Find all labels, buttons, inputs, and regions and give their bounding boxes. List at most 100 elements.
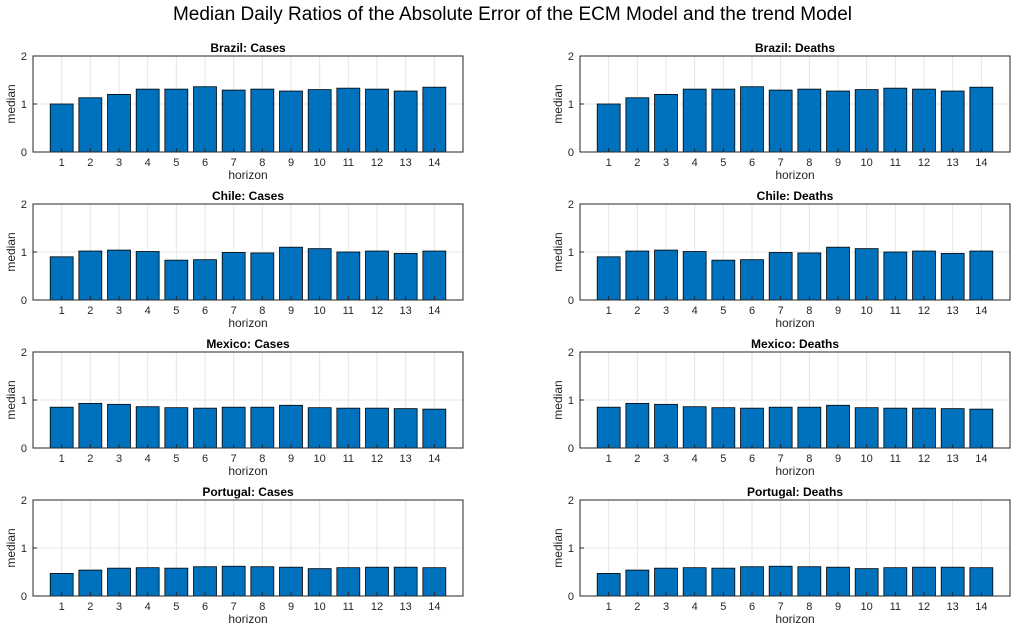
x-tick-label: 1: [606, 601, 612, 613]
bar: [682, 406, 707, 449]
bar: [625, 97, 650, 153]
bar: [797, 566, 822, 597]
bar: [768, 406, 793, 449]
x-tick-label: 2: [634, 601, 640, 613]
bar: [883, 87, 908, 153]
bar: [336, 251, 361, 301]
x-tick-label: 4: [692, 305, 698, 317]
bar: [78, 402, 103, 449]
x-axis-label: horizon: [775, 316, 814, 330]
bar: [193, 407, 217, 449]
y-axis-label: median: [4, 232, 18, 271]
y-axis-label: median: [551, 84, 565, 123]
x-tick-label: 12: [371, 601, 383, 613]
y-tick-label: 1: [568, 395, 574, 407]
bar: [135, 88, 160, 153]
bar: [336, 87, 361, 153]
bar: [940, 566, 965, 597]
x-tick-label: 14: [975, 305, 987, 317]
bar: [711, 88, 736, 153]
x-tick-label: 3: [663, 453, 669, 465]
x-tick-label: 11: [343, 601, 354, 613]
bar: [135, 406, 160, 449]
x-tick-label: 2: [87, 453, 93, 465]
x-tick-label: 3: [663, 601, 669, 613]
y-tick-label: 1: [21, 247, 27, 259]
x-tick-label: 11: [890, 305, 901, 317]
bar: [422, 567, 447, 597]
x-tick-label: 10: [314, 453, 326, 465]
x-tick-label: 14: [428, 305, 440, 317]
x-tick-label: 7: [778, 601, 784, 613]
x-tick-label: 13: [400, 305, 412, 317]
y-tick-label: 0: [568, 147, 574, 159]
x-tick-label: 7: [778, 305, 784, 317]
x-tick-label: 8: [259, 601, 265, 613]
x-tick-label: 12: [371, 305, 383, 317]
bar: [193, 86, 217, 153]
bar: [221, 406, 246, 449]
x-tick-label: 9: [835, 157, 841, 169]
x-tick-label: 6: [202, 601, 208, 613]
bar: [654, 403, 678, 449]
x-tick-label: 8: [806, 305, 812, 317]
bar: [365, 88, 389, 153]
y-tick-label: 1: [568, 99, 574, 111]
x-axis-label: horizon: [228, 464, 267, 478]
x-tick-label: 14: [975, 601, 987, 613]
bar: [768, 252, 793, 301]
bar: [596, 256, 621, 301]
bar: [221, 252, 246, 301]
bar: [422, 86, 447, 153]
bar: [740, 407, 764, 449]
x-axis-label: horizon: [775, 464, 814, 478]
y-tick-label: 2: [568, 51, 574, 63]
y-tick-label: 1: [21, 99, 27, 111]
bar: [654, 249, 678, 301]
bar: [135, 567, 160, 597]
x-tick-label: 6: [202, 453, 208, 465]
subplot-title: Chile: Cases: [212, 189, 284, 203]
bar: [940, 408, 965, 449]
bar: [854, 407, 879, 449]
x-tick-label: 6: [749, 157, 755, 169]
y-tick-label: 1: [21, 543, 27, 555]
x-tick-label: 2: [87, 157, 93, 169]
x-tick-label: 6: [749, 601, 755, 613]
x-tick-label: 10: [314, 157, 326, 169]
x-tick-label: 12: [371, 157, 383, 169]
bar: [279, 566, 303, 597]
bar: [393, 408, 418, 449]
x-tick-label: 1: [59, 601, 65, 613]
x-tick-label: 11: [343, 157, 354, 169]
x-tick-label: 11: [343, 453, 354, 465]
bar: [711, 259, 736, 301]
bar: [164, 567, 189, 597]
bar: [135, 251, 160, 301]
bar: [107, 249, 131, 301]
x-tick-label: 4: [692, 157, 698, 169]
bar: [250, 566, 275, 597]
x-tick-label: 14: [975, 453, 987, 465]
x-tick-label: 4: [692, 453, 698, 465]
y-tick-label: 1: [568, 247, 574, 259]
bar: [422, 250, 447, 301]
bar: [797, 406, 822, 449]
bar: [740, 86, 764, 153]
x-tick-label: 7: [231, 453, 237, 465]
bar: [107, 567, 131, 597]
x-tick-label: 3: [116, 601, 122, 613]
bar: [826, 566, 850, 597]
bar: [279, 246, 303, 301]
y-tick-label: 2: [568, 347, 574, 359]
x-tick-label: 14: [428, 601, 440, 613]
x-tick-label: 9: [288, 601, 294, 613]
bar: [682, 88, 707, 153]
y-axis-label: median: [551, 380, 565, 419]
bar: [969, 86, 994, 153]
x-tick-label: 2: [634, 305, 640, 317]
